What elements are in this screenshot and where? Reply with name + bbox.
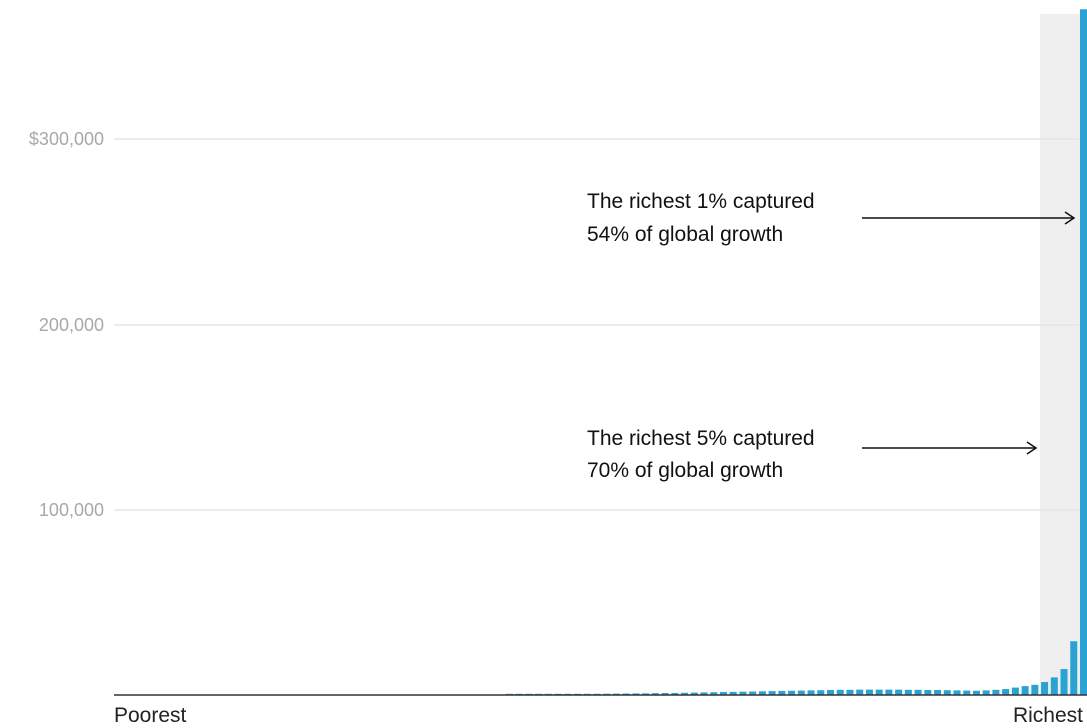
bar-75 <box>836 689 844 695</box>
x-axis-end-label: Richest <box>1013 704 1083 727</box>
annotation-1-arrow-head <box>1064 211 1076 225</box>
bar-66 <box>749 691 757 695</box>
bar-98 <box>1060 669 1068 695</box>
annotation-1-line-2: 54% of global growth <box>587 223 783 246</box>
annotation-richest-5-percent: The richest 5% captured 70% of global gr… <box>587 427 1038 482</box>
bar-71 <box>797 690 805 695</box>
bar-80 <box>885 689 893 695</box>
bar-58 <box>671 692 679 695</box>
bar-94 <box>1021 686 1029 695</box>
bar-69 <box>778 690 786 695</box>
bar-73 <box>817 690 825 695</box>
x-axis-start-label: Poorest <box>114 704 187 727</box>
bar-100 <box>1079 9 1087 695</box>
bar-81 <box>895 689 903 695</box>
bar-68 <box>768 691 776 695</box>
bar-72 <box>807 690 815 695</box>
bar-88 <box>963 690 971 695</box>
bar-91 <box>992 689 1000 695</box>
bar-77 <box>856 689 864 695</box>
bar-64 <box>729 691 737 695</box>
annotation-richest-1-percent: The richest 1% captured 54% of global gr… <box>587 190 1076 246</box>
y-tick-label-300000: $300,000 <box>29 129 104 149</box>
annotation-2-line-2: 70% of global growth <box>587 459 783 482</box>
top-5-percent-band <box>1040 14 1087 695</box>
bar-79 <box>875 689 883 695</box>
bar-61 <box>700 692 708 695</box>
y-tick-label-100000: 100,000 <box>39 500 104 520</box>
bar-63 <box>719 692 727 695</box>
bar-96 <box>1041 682 1049 695</box>
bar-60 <box>690 692 698 695</box>
bar-90 <box>982 690 990 695</box>
bar-67 <box>758 691 766 695</box>
bar-95 <box>1031 684 1039 695</box>
bar-74 <box>827 690 835 695</box>
bar-70 <box>788 690 796 695</box>
annotation-2-arrow-head <box>1026 441 1038 455</box>
bar-89 <box>972 690 980 695</box>
bar-65 <box>739 691 747 695</box>
bar-62 <box>710 692 718 695</box>
bar-76 <box>846 689 854 695</box>
bar-55 <box>642 693 650 695</box>
bar-86 <box>943 690 951 695</box>
bar-83 <box>914 689 922 695</box>
annotation-2-line-1: The richest 5% captured <box>587 427 815 450</box>
bar-82 <box>904 689 912 695</box>
bar-99 <box>1070 641 1078 695</box>
bar-78 <box>865 689 873 695</box>
bar-56 <box>651 693 659 695</box>
y-tick-label-200000: 200,000 <box>39 315 104 335</box>
bar-57 <box>661 693 669 695</box>
bar-85 <box>934 690 942 695</box>
bar-54 <box>632 693 640 695</box>
bar-92 <box>1002 689 1010 695</box>
bar-59 <box>681 692 689 695</box>
bar-87 <box>953 690 961 695</box>
annotation-1-line-1: The richest 1% captured <box>587 190 815 213</box>
bar-97 <box>1050 677 1058 695</box>
bars <box>505 9 1087 695</box>
bar-93 <box>1011 687 1019 695</box>
bar-84 <box>924 690 932 695</box>
